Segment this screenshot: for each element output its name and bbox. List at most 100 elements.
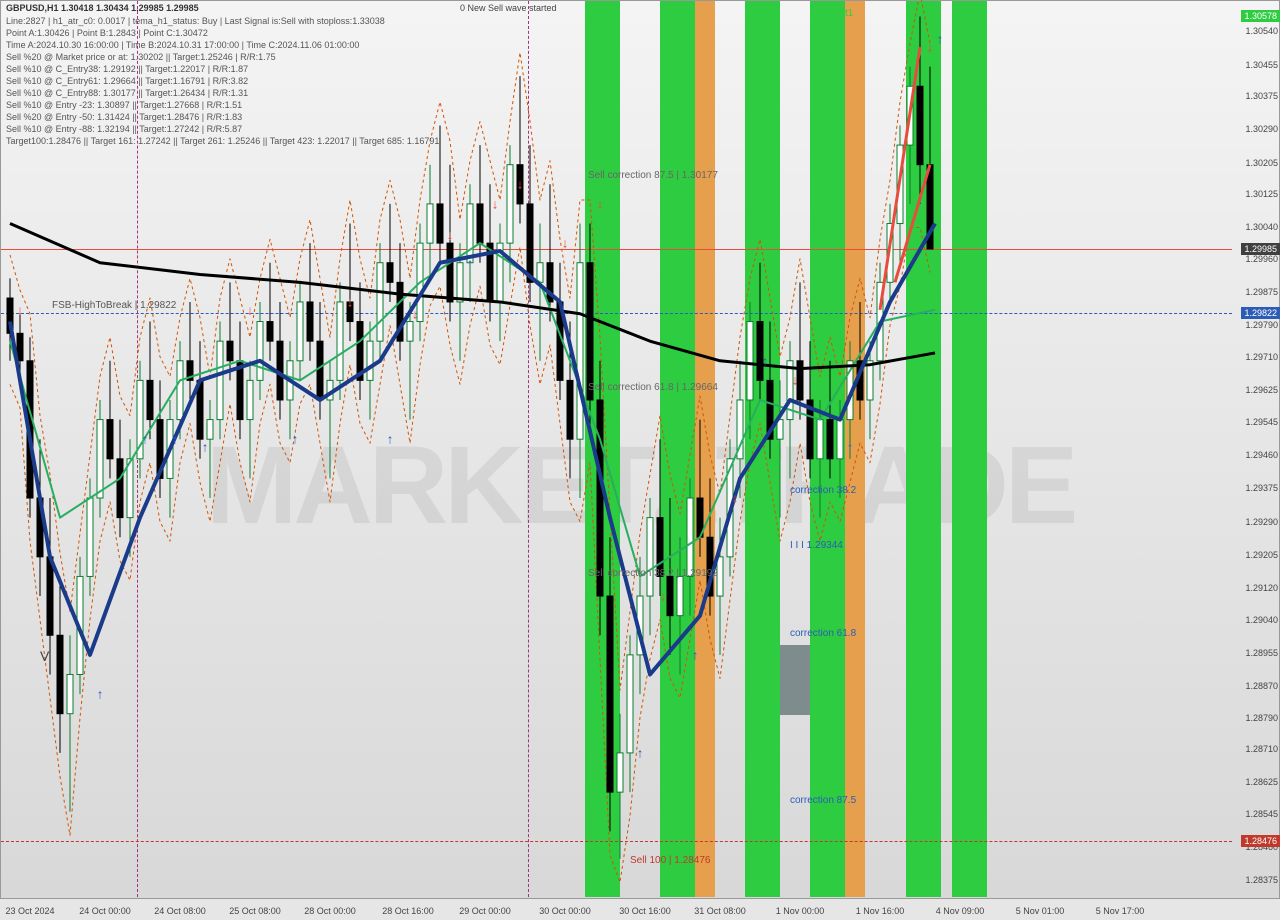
- info-line: Target100:1.28476 || Target 161: 1.27242…: [6, 136, 439, 146]
- y-tick-label: 1.28790: [1245, 713, 1278, 723]
- arrow-down-icon: ↓: [492, 196, 499, 211]
- chart-annotation: Sell correction 87.5 | 1.30177: [588, 170, 718, 181]
- y-tick-label: 1.29290: [1245, 517, 1278, 527]
- x-tick-label: 31 Oct 08:00: [694, 906, 746, 916]
- arrow-down-icon: ↓: [792, 373, 799, 388]
- x-tick-label: 29 Oct 00:00: [459, 906, 511, 916]
- info-line: Sell %10 @ Entry -88: 1.32194 || Target:…: [6, 124, 242, 134]
- x-tick-label: 30 Oct 16:00: [619, 906, 671, 916]
- chart-annotation: correction 61.8: [790, 628, 856, 639]
- y-tick-label: 1.29710: [1245, 352, 1278, 362]
- chart-annotation: correction 87.5: [790, 795, 856, 806]
- price-badge: 1.30578: [1241, 10, 1280, 22]
- v-marker: V: [40, 648, 49, 664]
- x-tick-label: 25 Oct 08:00: [229, 906, 281, 916]
- info-line: Point A:1.30426 | Point B:1.2843 | Point…: [6, 28, 208, 38]
- arrow-up-icon: ↑: [387, 432, 394, 447]
- arrow-up-icon: ↑: [937, 32, 944, 47]
- green-band: [585, 1, 620, 897]
- x-tick-label: 4 Nov 09:00: [936, 906, 985, 916]
- chart-annotation: Sell 100 | 1.28476: [630, 855, 710, 866]
- arrow-up-icon: ↑: [847, 440, 854, 455]
- orange-band: [695, 1, 715, 897]
- y-tick-label: 1.29120: [1245, 583, 1278, 593]
- arrow-up-icon: ↑: [692, 647, 699, 662]
- x-tick-label: 24 Oct 00:00: [79, 906, 131, 916]
- y-tick-label: 1.29960: [1245, 254, 1278, 264]
- arrow-down-icon: ↓: [247, 302, 254, 317]
- x-tick-label: 30 Oct 00:00: [539, 906, 591, 916]
- x-tick-label: 5 Nov 01:00: [1016, 906, 1065, 916]
- y-tick-label: 1.28625: [1245, 777, 1278, 787]
- info-line: Sell %20 @ Market price or at: 1.30202 |…: [6, 52, 276, 62]
- y-tick-label: 1.30205: [1245, 158, 1278, 168]
- info-line: Sell %10 @ C_Entry61: 1.29664 || Target:…: [6, 76, 248, 86]
- y-tick-label: 1.30375: [1245, 91, 1278, 101]
- y-tick-label: 1.29460: [1245, 450, 1278, 460]
- y-tick-label: 1.28710: [1245, 744, 1278, 754]
- price-badge: 1.29985: [1241, 243, 1280, 255]
- y-tick-label: 1.28870: [1245, 681, 1278, 691]
- arrow-down-icon: ↓: [562, 236, 569, 251]
- y-tick-label: 1.29625: [1245, 385, 1278, 395]
- green-band: [952, 1, 987, 897]
- x-tick-label: 24 Oct 08:00: [154, 906, 206, 916]
- target-label: Target1: [820, 8, 853, 19]
- y-tick-label: 1.29545: [1245, 417, 1278, 427]
- y-tick-label: 1.29790: [1245, 320, 1278, 330]
- x-tick-label: 5 Nov 17:00: [1096, 906, 1145, 916]
- green-band: [810, 1, 845, 897]
- arrow-up-icon: ↑: [97, 687, 104, 702]
- arrow-down-icon: ↓: [17, 302, 24, 317]
- gray-band: [780, 645, 810, 715]
- info-line: Time A:2024.10.30 16:00:00 | Time B:2024…: [6, 40, 359, 50]
- info-line: Sell %10 @ Entry -23: 1.30897 || Target:…: [6, 100, 242, 110]
- info-line: Sell %10 @ C_Entry38: 1.29192 || Target:…: [6, 64, 248, 74]
- chart-annotation: Sell correction 38.2 | 1.29192: [588, 568, 718, 579]
- price-badge: 1.28476: [1241, 835, 1280, 847]
- arrow-down-icon: ↓: [597, 196, 604, 211]
- vertical-line: [528, 1, 529, 897]
- arrow-up-icon: ↑: [292, 432, 299, 447]
- y-tick-label: 1.29205: [1245, 550, 1278, 560]
- arrow-up-icon: ↑: [172, 432, 179, 447]
- info-line: Line:2827 | h1_atr_c0: 0.0017 | tema_h1_…: [6, 16, 385, 26]
- y-tick-label: 1.30290: [1245, 124, 1278, 134]
- arrow-down-icon: ↓: [447, 228, 454, 243]
- y-tick-label: 1.29375: [1245, 483, 1278, 493]
- price-badge: 1.29822: [1241, 307, 1280, 319]
- wave-status-title: 0 New Sell wave started: [460, 3, 557, 13]
- info-line: Sell %10 @ C_Entry88: 1.30177 || Target:…: [6, 88, 248, 98]
- arrow-down-icon: ↓: [660, 589, 667, 604]
- y-tick-label: 1.30540: [1245, 26, 1278, 36]
- arrow-down-icon: ↓: [732, 491, 739, 506]
- arrow-up-icon: ↑: [637, 745, 644, 760]
- y-tick-label: 1.30455: [1245, 60, 1278, 70]
- x-tick-label: 1 Nov 16:00: [856, 906, 905, 916]
- chart-annotation: FSB-HighToBreak | 1.29822: [52, 300, 176, 311]
- info-line: Sell %20 @ Entry -50: 1.31424 || Target:…: [6, 112, 242, 122]
- chart-annotation: I I I 1.29344: [790, 540, 843, 551]
- y-tick-label: 1.29040: [1245, 615, 1278, 625]
- arrow-down-icon: ↓: [517, 177, 524, 192]
- y-tick-label: 1.30125: [1245, 189, 1278, 199]
- arrow-up-icon: ↑: [202, 440, 209, 455]
- x-tick-label: 28 Oct 00:00: [304, 906, 356, 916]
- y-tick-label: 1.29875: [1245, 287, 1278, 297]
- y-tick-label: 1.28375: [1245, 875, 1278, 885]
- green-band: [745, 1, 780, 897]
- x-tick-label: 1 Nov 00:00: [776, 906, 825, 916]
- chart-annotation: Sell correction 61.8 | 1.29664: [588, 382, 718, 393]
- arrow-up-icon: ↑: [762, 353, 769, 368]
- horizontal-line: [1, 249, 1232, 250]
- x-tick-label: 23 Oct 2024: [5, 906, 54, 916]
- arrow-up-icon: ↑: [142, 432, 149, 447]
- symbol-header: GBPUSD,H1 1.30418 1.30434 1.29985 1.2998…: [6, 3, 199, 13]
- chart-annotation: correction 38.2: [790, 485, 856, 496]
- x-tick-label: 28 Oct 16:00: [382, 906, 434, 916]
- green-band: [906, 1, 941, 897]
- y-tick-label: 1.28955: [1245, 648, 1278, 658]
- horizontal-line: [1, 313, 1232, 314]
- y-tick-label: 1.28545: [1245, 809, 1278, 819]
- arrow-up-icon: ↑: [467, 255, 474, 270]
